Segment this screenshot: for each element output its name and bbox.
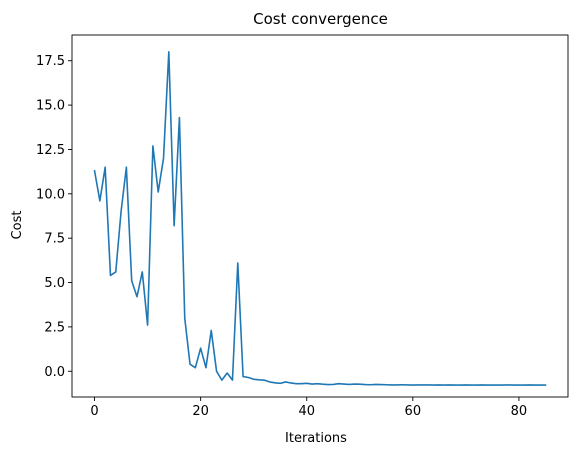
y-tick-label: 7.5 — [44, 232, 65, 247]
x-axis-label: Iterations — [285, 431, 347, 446]
x-tick-label: 80 — [511, 404, 528, 419]
plot-area — [71, 34, 569, 398]
y-axis-label: Cost — [10, 211, 25, 240]
x-tick-label: 40 — [298, 404, 315, 419]
x-tick-label: 60 — [405, 404, 422, 419]
y-axis-ticks: 0.0 2.5 5.0 7.5 10.0 12.5 15.0 17.5 — [36, 54, 72, 380]
y-tick-label: 10.0 — [36, 187, 65, 202]
chart-title: Cost convergence — [253, 10, 388, 28]
y-tick-label: 12.5 — [36, 143, 65, 158]
y-tick-label: 15.0 — [36, 99, 65, 114]
series-line — [93, 51, 547, 386]
y-tick-label: 17.5 — [36, 54, 65, 69]
x-tick-label: 0 — [90, 404, 98, 419]
x-axis-ticks: 0 20 40 60 80 — [90, 397, 527, 419]
y-tick-label: 0.0 — [44, 365, 65, 380]
y-tick-label: 5.0 — [44, 276, 65, 291]
axes-frame — [71, 34, 569, 398]
y-tick-label: 2.5 — [44, 320, 65, 335]
x-tick-label: 20 — [192, 404, 209, 419]
